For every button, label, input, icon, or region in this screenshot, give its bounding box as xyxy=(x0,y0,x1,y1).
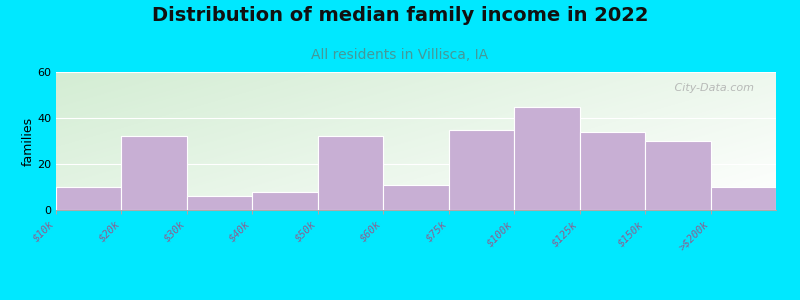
Bar xyxy=(383,185,449,210)
Bar xyxy=(318,136,383,210)
Bar xyxy=(187,196,252,210)
Text: City-Data.com: City-Data.com xyxy=(671,83,754,93)
Text: Distribution of median family income in 2022: Distribution of median family income in … xyxy=(152,6,648,25)
Bar xyxy=(318,136,383,210)
Bar xyxy=(580,132,645,210)
Bar xyxy=(449,130,514,210)
Bar xyxy=(56,187,122,210)
Bar xyxy=(187,196,252,210)
Y-axis label: families: families xyxy=(22,116,34,166)
Bar xyxy=(383,185,449,210)
Bar xyxy=(580,132,645,210)
Bar xyxy=(645,141,710,210)
Bar xyxy=(514,106,580,210)
Bar xyxy=(122,136,187,210)
Bar xyxy=(252,192,318,210)
Bar xyxy=(645,141,710,210)
Bar xyxy=(252,192,318,210)
Text: All residents in Villisca, IA: All residents in Villisca, IA xyxy=(311,48,489,62)
Bar xyxy=(122,136,187,210)
Bar xyxy=(514,106,580,210)
Bar xyxy=(710,187,776,210)
Bar xyxy=(56,187,122,210)
Bar xyxy=(449,130,514,210)
Bar xyxy=(710,187,776,210)
